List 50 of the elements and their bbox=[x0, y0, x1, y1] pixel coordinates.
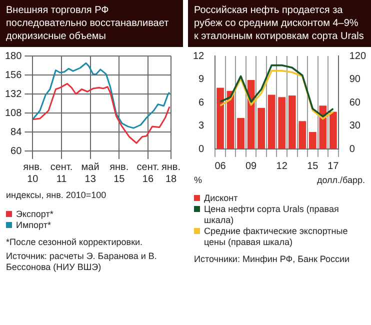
y-tick-label: 60 bbox=[10, 146, 22, 157]
text: Источники: Минфин РФ, Банк России bbox=[194, 254, 351, 265]
y-tick-label: 12 bbox=[193, 50, 205, 62]
bar bbox=[308, 132, 316, 149]
text: Источник: расчеты Э. Баранова и В. Бессонова (НИУ ВШЭ) bbox=[6, 251, 158, 273]
bar bbox=[258, 108, 266, 149]
text: индексы, янв. 2010=100 bbox=[6, 190, 108, 201]
bar bbox=[329, 112, 337, 149]
bar bbox=[237, 118, 244, 149]
chart-title: Внешняя торговля РФ последовательно восстанавливает докризисные объемы bbox=[0, 0, 183, 47]
bar bbox=[288, 96, 296, 149]
x-tick-label: сент. 11 bbox=[50, 162, 73, 185]
y2-tick-label: 60 bbox=[349, 97, 361, 108]
legend-label: Импорт* bbox=[16, 220, 51, 231]
x-tick-label: 15 bbox=[307, 160, 319, 172]
y2-axis-title: долл./барр. bbox=[316, 175, 365, 185]
x-tick-label: 17 bbox=[328, 160, 340, 172]
y2-tick-label: 90 bbox=[349, 74, 361, 85]
bar bbox=[216, 88, 224, 149]
y-tick-label: 180 bbox=[4, 50, 22, 62]
text: *После сезонной корректировки. bbox=[6, 237, 144, 248]
bar bbox=[278, 97, 286, 149]
y-tick-label: 3 bbox=[198, 120, 205, 132]
chart-title: Российская нефть продается за рубеж со средним дисконтом 4–9% к эталонным котировкам сорта Urals bbox=[188, 0, 371, 47]
legend-label: Средние фактические экспортные цены (правая шкала) bbox=[204, 226, 349, 248]
y-tick-label: 0 bbox=[198, 144, 205, 155]
legend-label: Дисконт bbox=[204, 193, 238, 204]
bar bbox=[298, 121, 306, 149]
y-tick-label: 156 bbox=[4, 70, 22, 81]
x-tick-label: май 13 bbox=[81, 162, 100, 185]
x-tick-label: янв. 10 bbox=[23, 162, 42, 185]
y2-tick-label: 0 bbox=[349, 144, 356, 155]
y-tick-label: 9 bbox=[198, 74, 205, 85]
y2-tick-label: 30 bbox=[349, 120, 361, 132]
y-tick-label: 6 bbox=[198, 97, 205, 108]
y2-tick-label: 120 bbox=[349, 50, 366, 62]
y-tick-label: 84 bbox=[10, 126, 22, 138]
x-tick-label: 12 bbox=[276, 160, 288, 172]
bar bbox=[247, 80, 255, 149]
x-tick-label: 06 bbox=[214, 160, 226, 172]
y-tick-label: 132 bbox=[4, 88, 22, 100]
bar bbox=[268, 94, 276, 149]
y-axis-title: % bbox=[194, 175, 202, 185]
legend-label: Цена нефти сорта Urals (правая шкала) bbox=[204, 204, 340, 226]
y-tick-label: 108 bbox=[4, 108, 22, 119]
x-tick-label: 09 bbox=[245, 160, 258, 172]
x-tick-label: янв. 18 bbox=[161, 162, 181, 185]
x-tick-label: янв. 15 bbox=[110, 162, 129, 185]
legend-label: Экспорт* bbox=[16, 209, 54, 220]
x-tick-label: сент. 16 bbox=[136, 162, 160, 185]
